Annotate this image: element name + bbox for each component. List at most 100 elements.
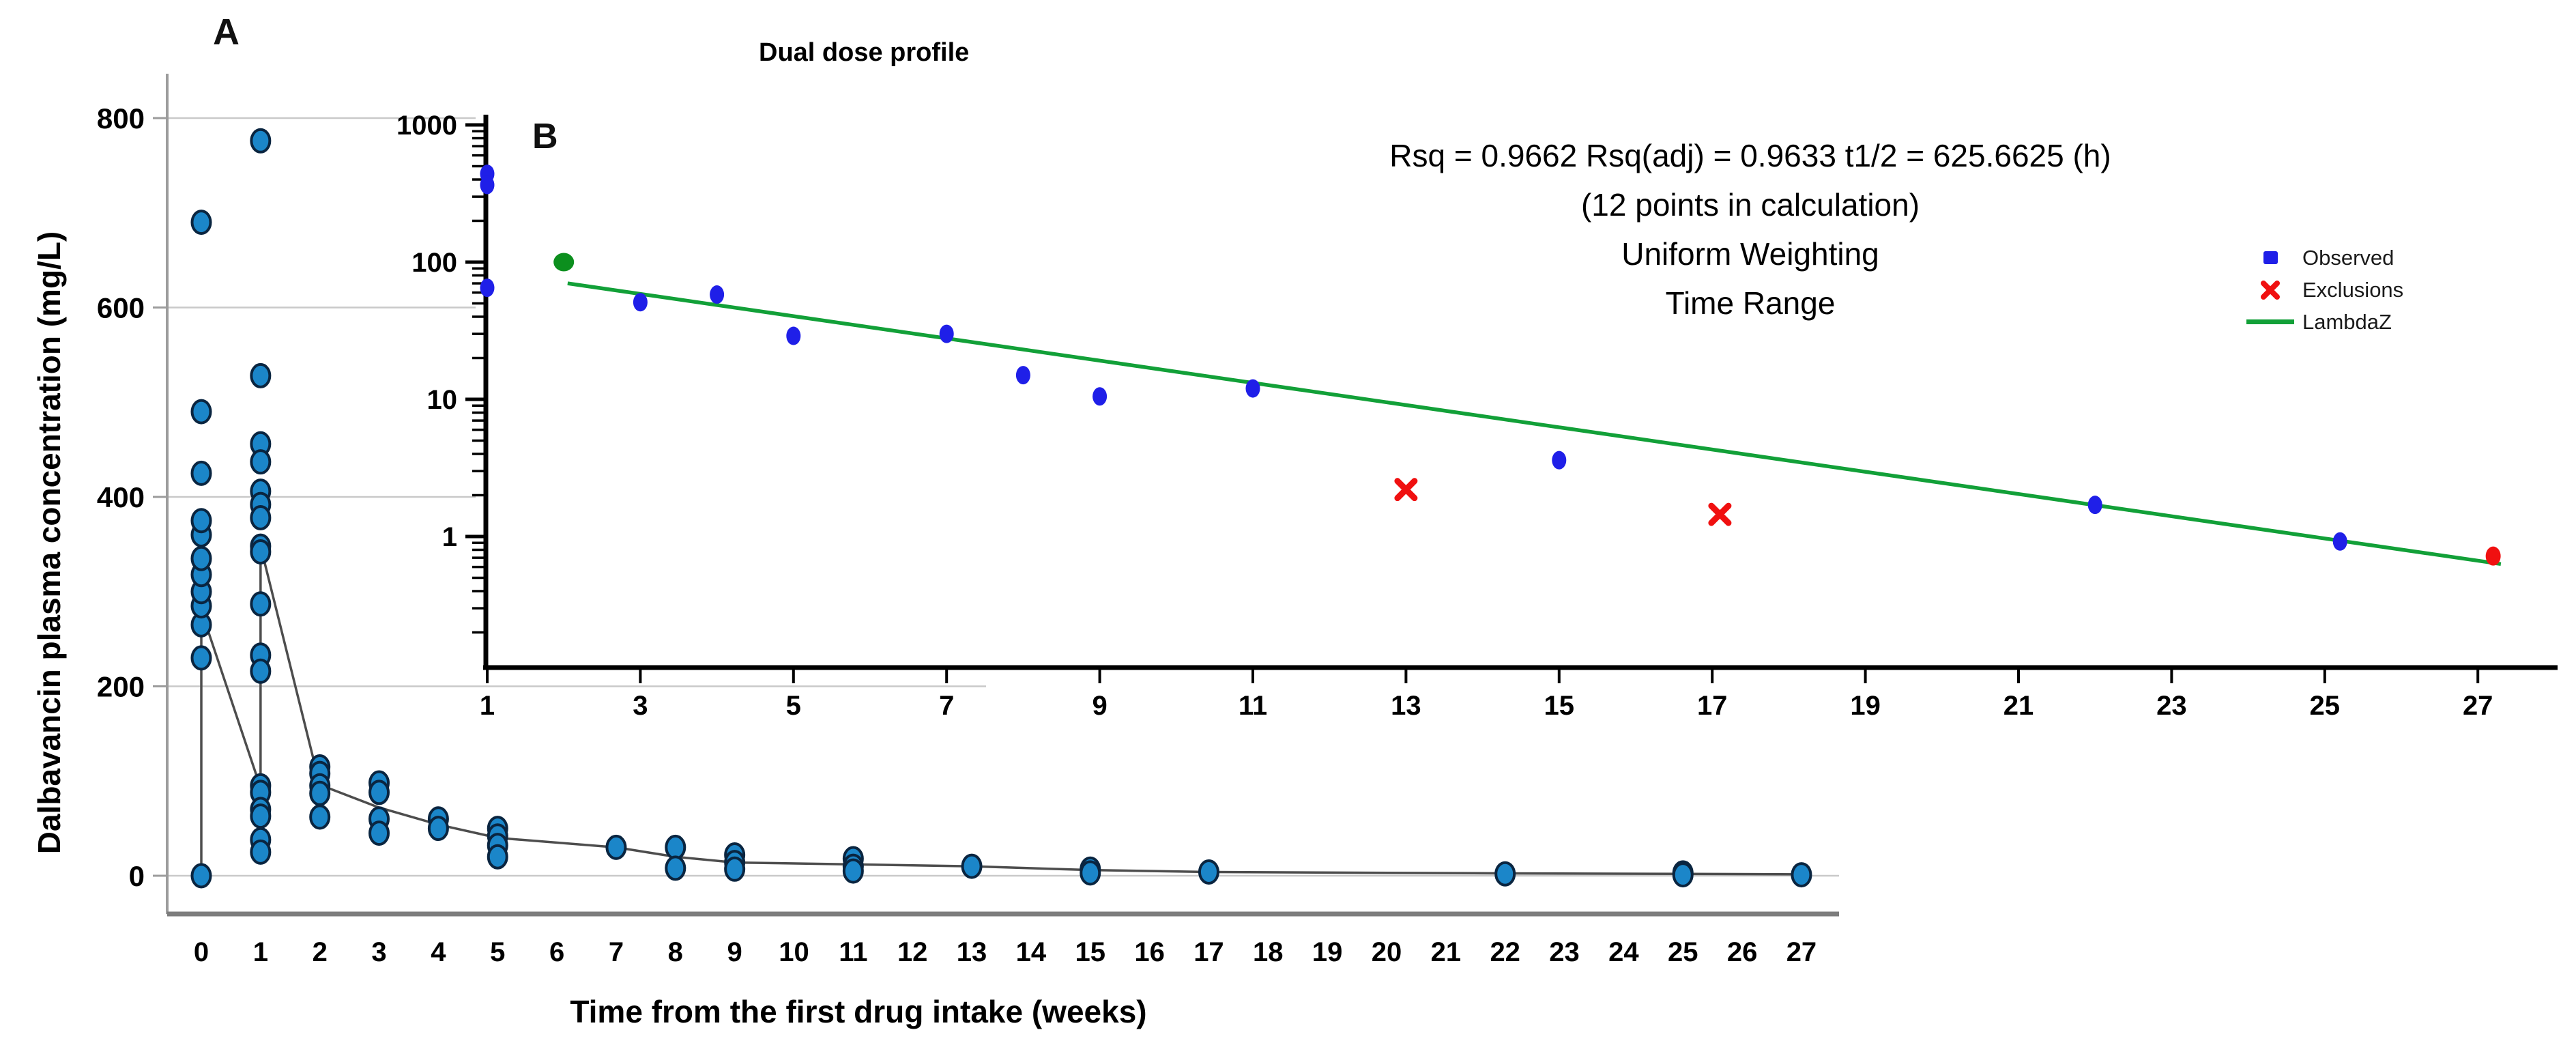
x-tick-label: 8 [668, 937, 683, 967]
x-tick-label: 3 [371, 937, 386, 967]
terminal-point [2485, 546, 2501, 566]
y-tick-label: 1 [442, 522, 457, 552]
observation-point [665, 834, 686, 860]
x-tick-label: 26 [1727, 937, 1758, 967]
x-tick-label: 23 [1549, 937, 1580, 967]
observation-point [1494, 861, 1516, 887]
y-tick-label: 400 [97, 481, 145, 513]
x-tick-label: 21 [2003, 691, 2034, 721]
legend: Observed Exclusions LambdaZ [2246, 242, 2403, 338]
x-tick-label: 5 [490, 937, 505, 967]
x-tick-label: 10 [779, 937, 809, 967]
y-tick-label: 600 [97, 292, 145, 324]
x-tick-label: 6 [549, 937, 564, 967]
legend-item-observed: Observed [2246, 242, 2403, 274]
observed-point [480, 278, 495, 298]
observation-point [309, 780, 331, 806]
x-tick-label: 17 [1697, 691, 1728, 721]
observation-point [250, 362, 272, 388]
x-tick-label: 12 [897, 937, 928, 967]
observed-marker-icon [2246, 251, 2294, 264]
x-tick-label: 7 [939, 691, 954, 721]
observation-point [250, 128, 272, 154]
x-tick-label: 3 [633, 691, 648, 721]
x-tick-label: 1 [253, 937, 268, 967]
x-tick-label: 20 [1372, 937, 1402, 967]
exclusions-x-icon [2246, 280, 2294, 300]
observation-point [368, 820, 390, 846]
y-tick-label: 10 [427, 385, 458, 415]
observation-point [487, 844, 508, 870]
observed-point [480, 175, 495, 195]
x-tick-label: 18 [1253, 937, 1284, 967]
stats-line-timerange: Time Range [1665, 285, 1836, 321]
panel-a-y-axis-title: Dalbavancin plasma concentration (mg/L) [31, 231, 67, 855]
observed-point [786, 326, 801, 345]
observation-point [724, 856, 746, 882]
x-tick-label: 27 [2463, 691, 2493, 721]
observed-point [1245, 379, 1260, 398]
x-tick-label: 15 [1544, 691, 1575, 721]
observation-point [190, 545, 212, 571]
observation-point [250, 839, 272, 865]
lambdaz-line [567, 281, 2502, 567]
x-tick-label: 21 [1431, 937, 1462, 967]
panel-a-x-axis-title: Time from the first drug intake (weeks) [570, 994, 1147, 1029]
observation-point [665, 855, 686, 881]
observation-point [427, 816, 449, 842]
observation-point [250, 803, 272, 829]
y-tick-label: 200 [97, 671, 145, 703]
observation-point [1791, 862, 1812, 888]
x-tick-label: 11 [1239, 691, 1267, 721]
observation-point [190, 399, 212, 425]
observation-point [309, 804, 331, 830]
observed-point [1092, 387, 1108, 406]
observation-point [190, 508, 212, 534]
panel-a-label: A [213, 12, 240, 53]
x-tick-label: 11 [839, 937, 867, 967]
observed-point [1015, 366, 1030, 385]
x-tick-label: 25 [2310, 691, 2341, 721]
observation-point [368, 780, 390, 805]
y-tick-label: 0 [129, 860, 145, 892]
observation-point [1672, 862, 1694, 888]
observation-point [190, 863, 212, 889]
observation-point [250, 539, 272, 564]
x-tick-label: 24 [1608, 937, 1639, 967]
trend-line [200, 545, 1801, 876]
exclusion-x-marker [1394, 478, 1418, 502]
x-tick-label: 7 [609, 937, 624, 967]
x-tick-label: 5 [786, 691, 801, 721]
x-tick-label: 22 [1490, 937, 1520, 967]
observation-point [961, 853, 983, 879]
x-tick-label: 23 [2156, 691, 2187, 721]
observed-point [2332, 532, 2347, 551]
observed-point [633, 293, 648, 312]
legend-label-lambdaz: LambdaZ [2302, 309, 2392, 334]
observation-point [1080, 860, 1101, 886]
stats-line-rsq: Rsq = 0.9662 Rsq(adj) = 0.9633 t1/2 = 62… [1389, 138, 2111, 173]
x-tick-label: 1 [480, 691, 495, 721]
x-tick-label: 25 [1668, 937, 1698, 967]
panel-b-title: Dual dose profile [759, 38, 970, 67]
stats-line-weighting: Uniform Weighting [1621, 236, 1879, 272]
observation-point [250, 449, 272, 475]
regression-stats: Rsq = 0.9662 Rsq(adj) = 0.9633 t1/2 = 62… [1262, 131, 2238, 328]
panel-b-label: B [532, 117, 558, 156]
x-tick-label: 14 [1016, 937, 1047, 967]
legend-item-lambdaz: LambdaZ [2246, 306, 2403, 338]
observation-point [250, 658, 272, 684]
lambdaz-line-icon [2246, 319, 2294, 324]
observation-point [1198, 859, 1219, 885]
x-tick-label: 13 [957, 937, 987, 967]
y-tick-label: 100 [411, 248, 457, 278]
x-tick-label: 27 [1786, 937, 1817, 967]
y-tick-label: 800 [97, 102, 145, 134]
x-tick-label: 0 [194, 937, 209, 967]
observation-point [190, 210, 212, 235]
observation-point [190, 460, 212, 486]
